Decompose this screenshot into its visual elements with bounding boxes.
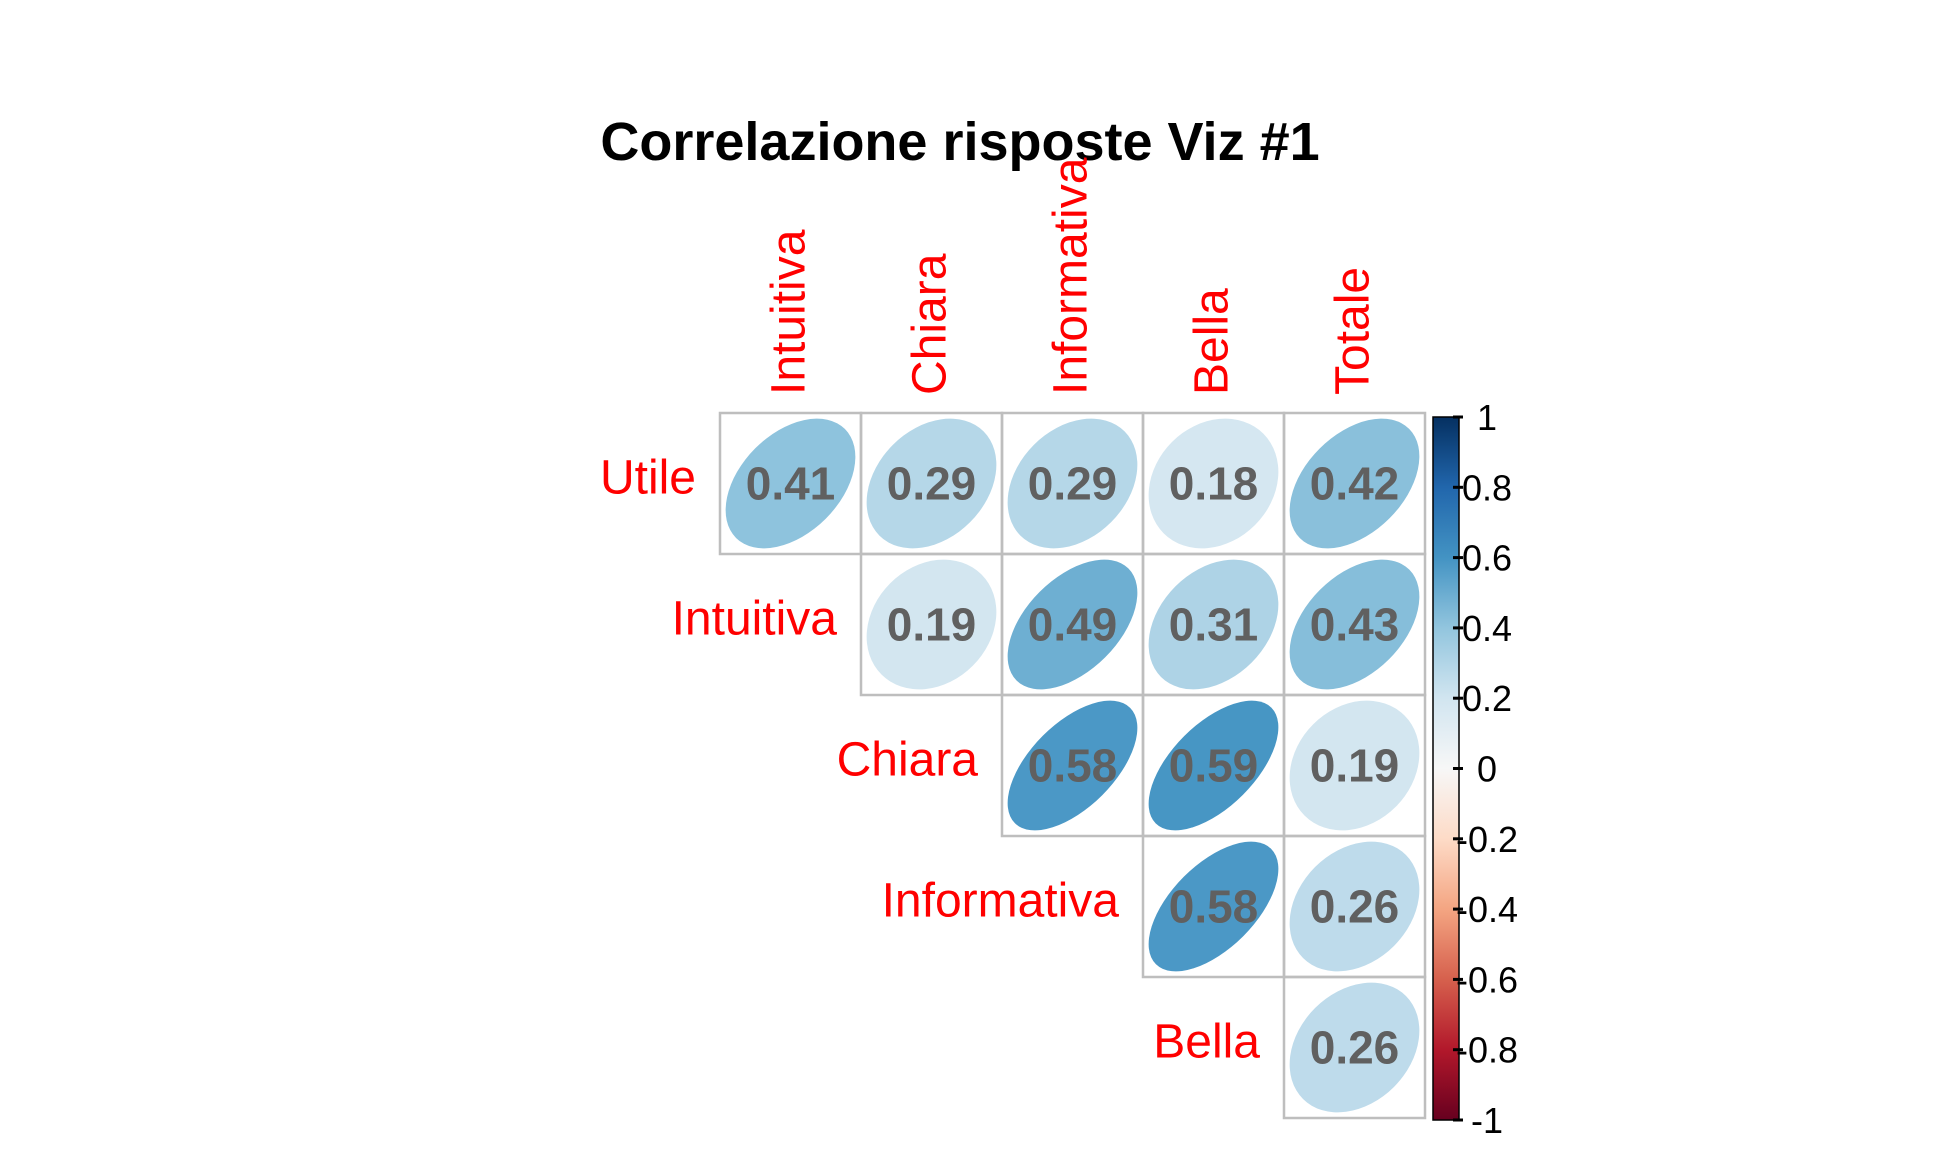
- correlation-value: 0.58: [1169, 881, 1259, 933]
- correlation-value: 0.43: [1310, 599, 1400, 651]
- row-label: Bella: [1153, 1016, 1260, 1069]
- colorbar-tick-label: 0: [1477, 749, 1497, 790]
- column-label: Intuitiva: [763, 229, 816, 395]
- correlation-value: 0.26: [1310, 1022, 1400, 1074]
- colorbar-tick-label: 0.6: [1462, 538, 1512, 579]
- correlation-ellipse: [1289, 700, 1420, 831]
- correlation-value: 0.19: [1310, 740, 1400, 792]
- row-label: Informativa: [882, 875, 1120, 928]
- correlation-value: 0.59: [1169, 740, 1259, 792]
- correlation-ellipse: [1007, 418, 1138, 549]
- row-label: Chiara: [837, 734, 979, 787]
- colorbar-tick-label: 1: [1477, 397, 1497, 438]
- correlation-ellipse: [1289, 418, 1420, 549]
- colorbar-legend: 1 0.8 0.6 0.4 0.2 0 -0.2 -0.4 -0.6 -0.8 -1: [1432, 397, 1518, 1141]
- correlation-ellipse: [1148, 559, 1279, 690]
- matrix-cells: 0.41 0.29 0.29 0.18 0.42 0.19 0.49 0.31 0.43 0.58…: [718, 411, 1427, 1120]
- chart-title: Correlazione risposte Viz #1: [600, 112, 1319, 172]
- correlation-ellipse: [1007, 559, 1138, 690]
- correlation-ellipse: [1289, 559, 1420, 690]
- correlation-ellipse: [1148, 700, 1279, 831]
- colorbar-tick-label: 0.8: [1462, 467, 1512, 508]
- correlation-value: 0.31: [1169, 599, 1259, 651]
- colorbar-tick-label: -0.4: [1456, 889, 1518, 930]
- colorbar-tick-label: -0.8: [1456, 1030, 1518, 1071]
- cell-border: [1282, 975, 1427, 1120]
- correlation-ellipse: [725, 418, 856, 549]
- column-label: Bella: [1186, 288, 1239, 395]
- correlation-ellipse: [1148, 418, 1279, 549]
- column-labels: Intuitiva Chiara Informativa Bella Totale: [763, 157, 1380, 395]
- correlation-value: 0.29: [887, 458, 977, 510]
- correlation-value: 0.49: [1028, 599, 1118, 651]
- correlation-value: 0.19: [887, 599, 977, 651]
- correlation-value: 0.41: [746, 458, 836, 510]
- row-label: Utile: [600, 452, 696, 505]
- correlation-value: 0.29: [1028, 458, 1118, 510]
- correlation-ellipse: [866, 418, 997, 549]
- correlation-value: 0.18: [1169, 458, 1259, 510]
- colorbar-tick-label: 0.4: [1462, 608, 1512, 649]
- colorbar-tick-label: -1: [1471, 1100, 1503, 1141]
- correlation-ellipse: [866, 559, 997, 690]
- column-label: Totale: [1327, 267, 1380, 395]
- correlation-ellipse: [1289, 841, 1420, 972]
- correlation-value: 0.58: [1028, 740, 1118, 792]
- colorbar-tick-label: -0.6: [1456, 959, 1518, 1000]
- row-label: Intuitiva: [672, 593, 838, 646]
- column-label: Informativa: [1045, 157, 1098, 395]
- correlation-value: 0.42: [1310, 458, 1400, 510]
- correlation-ellipse: [1289, 982, 1420, 1113]
- colorbar-tick-label: -0.2: [1456, 819, 1518, 860]
- column-label: Chiara: [904, 253, 957, 395]
- correlation-ellipse: [1148, 841, 1279, 972]
- row-labels: Utile Intuitiva Chiara Informativa Bella: [600, 452, 1260, 1069]
- colorbar-tick-label: 0.2: [1462, 678, 1512, 719]
- correlation-value: 0.26: [1310, 881, 1400, 933]
- correlation-ellipse: [1007, 700, 1138, 831]
